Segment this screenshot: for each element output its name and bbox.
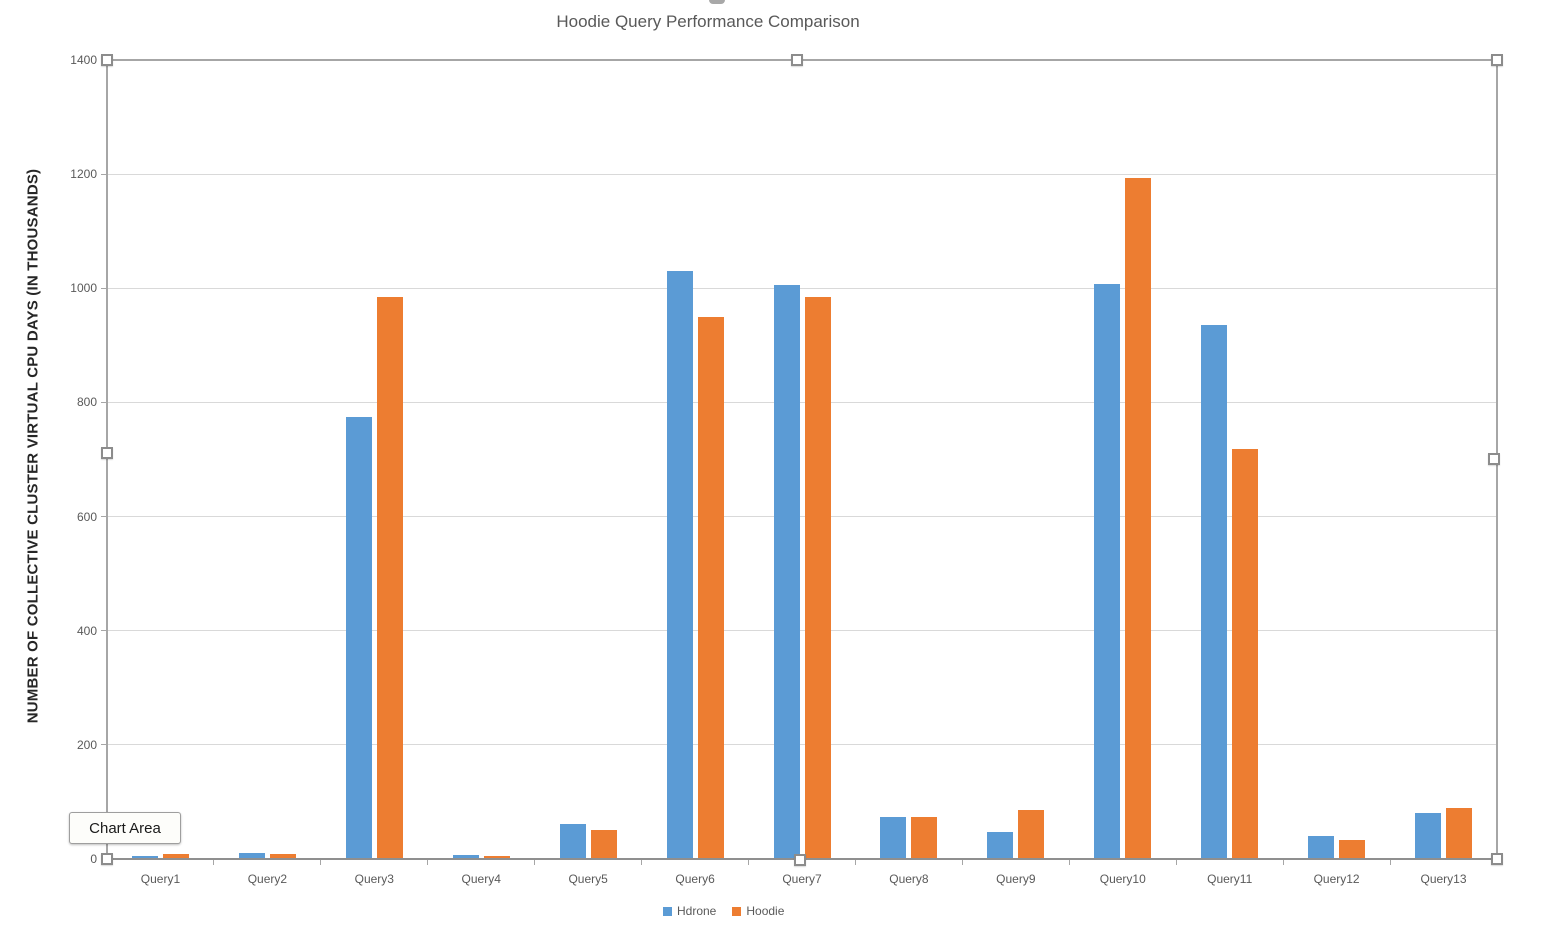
bar-hdrone-query9[interactable]	[987, 831, 1014, 859]
legend-swatch-hoodie	[732, 906, 742, 916]
gridline-1000	[107, 287, 1497, 289]
bar-hoodie-query11[interactable]	[1232, 449, 1259, 859]
chart-title[interactable]: Hoodie Query Performance Comparison	[556, 12, 860, 31]
category-label-query6[interactable]: Query6	[675, 872, 715, 886]
x-tick-mark-9	[1068, 859, 1070, 865]
legend-label-hoodie: Hoodie	[746, 904, 785, 918]
y-tick-label-200: 200	[76, 737, 97, 752]
x-tick-mark-11	[1282, 859, 1284, 865]
category-label-query3[interactable]: Query3	[354, 872, 394, 886]
bar-hdrone-query13[interactable]	[1415, 813, 1442, 859]
legend: Hdrone Hoodie	[663, 904, 784, 918]
selection-border-left	[106, 59, 108, 860]
selection-handle-bottom-right[interactable]	[1491, 853, 1503, 865]
selection-handle-middle-right[interactable]	[1488, 453, 1500, 465]
y-tick-label-1000: 1000	[70, 281, 97, 296]
bar-hoodie-query9[interactable]	[1018, 810, 1045, 859]
y-tick-mark-200	[101, 744, 107, 746]
bar-hoodie-query1[interactable]	[162, 853, 189, 859]
y-tick-label-0: 0	[90, 852, 97, 866]
gridline-800	[107, 401, 1497, 403]
y-tick-mark-1000	[101, 287, 107, 289]
category-label-query4[interactable]: Query4	[461, 872, 501, 886]
bar-hdrone-query6[interactable]	[666, 271, 693, 859]
bar-hoodie-query4[interactable]	[483, 855, 510, 859]
clipped-ui-artifact	[709, 0, 725, 4]
selection-handle-top-middle[interactable]	[791, 54, 803, 66]
bar-hdrone-query7[interactable]	[773, 285, 800, 859]
gridline-400	[107, 630, 1497, 632]
category-label-query13[interactable]: Query13	[1420, 872, 1467, 886]
y-tick-mark-800	[101, 401, 107, 403]
x-tick-mark-8	[961, 859, 963, 865]
legend-item-hoodie[interactable]: Hoodie	[732, 904, 784, 918]
selection-handle-bottom-left[interactable]	[101, 853, 113, 865]
selection-handle-middle-left[interactable]	[101, 447, 113, 459]
category-label-query9[interactable]: Query9	[996, 872, 1036, 886]
selection-handle-top-left[interactable]	[101, 54, 113, 66]
y-tick-label-1200: 1200	[70, 167, 97, 182]
bar-hoodie-query3[interactable]	[376, 296, 403, 859]
bar-hdrone-query11[interactable]	[1201, 325, 1228, 859]
bar-hdrone-query5[interactable]	[559, 823, 586, 859]
bar-hdrone-query3[interactable]	[345, 416, 372, 859]
bar-hoodie-query2[interactable]	[269, 853, 296, 859]
y-tick-label-400: 400	[76, 623, 97, 638]
bar-hoodie-query13[interactable]	[1446, 808, 1473, 859]
category-label-query5[interactable]: Query5	[568, 872, 608, 886]
x-tick-mark-5	[641, 859, 643, 865]
x-tick-mark-10	[1175, 859, 1177, 865]
chart-area-tooltip: Chart Area	[69, 812, 181, 844]
bar-hdrone-query1[interactable]	[131, 856, 158, 859]
y-tick-label-600: 600	[76, 509, 97, 524]
y-tick-mark-600	[101, 516, 107, 518]
x-tick-mark-2	[320, 859, 322, 865]
category-label-query10[interactable]: Query10	[1099, 872, 1146, 886]
selection-handle-bottom-middle[interactable]	[794, 854, 806, 866]
y-axis-title[interactable]: NUMBER OF COLLECTIVE CLUSTER VIRTUAL CPU…	[24, 168, 42, 724]
gridline-200	[107, 744, 1497, 746]
bar-hdrone-query2[interactable]	[238, 853, 265, 859]
legend-label-hdrone: Hdrone	[677, 904, 717, 918]
bar-hoodie-query8[interactable]	[911, 817, 938, 859]
bar-hoodie-query12[interactable]	[1339, 839, 1366, 859]
x-tick-mark-3	[427, 859, 429, 865]
category-label-query12[interactable]: Query12	[1313, 872, 1360, 886]
category-label-query8[interactable]: Query8	[889, 872, 929, 886]
category-label-query2[interactable]: Query2	[247, 872, 288, 886]
bar-hdrone-query8[interactable]	[880, 817, 907, 859]
bar-hoodie-query6[interactable]	[697, 316, 724, 859]
bar-hdrone-query4[interactable]	[452, 855, 479, 859]
gridline-600	[107, 516, 1497, 518]
x-tick-mark-1	[213, 859, 215, 865]
bar-hdrone-query12[interactable]	[1308, 835, 1335, 859]
y-tick-label-1400: 1400	[70, 53, 97, 67]
y-tick-mark-1200	[101, 173, 107, 175]
bar-hoodie-query10[interactable]	[1125, 178, 1152, 859]
legend-swatch-hdrone	[663, 906, 672, 916]
y-tick-mark-400	[101, 630, 107, 632]
gridline-1200	[107, 173, 1497, 175]
x-tick-mark-7	[854, 859, 856, 865]
category-label-query1[interactable]: Query1	[140, 872, 181, 886]
legend-item-hdrone[interactable]: Hdrone	[663, 904, 716, 918]
bar-hoodie-query5[interactable]	[590, 830, 617, 859]
x-tick-mark-12	[1389, 859, 1391, 865]
bar-hoodie-query7[interactable]	[804, 296, 831, 859]
bar-hdrone-query10[interactable]	[1094, 283, 1121, 859]
x-tick-mark-4	[534, 859, 536, 865]
selection-handle-top-right[interactable]	[1491, 54, 1503, 66]
category-label-query7[interactable]: Query7	[782, 872, 822, 886]
y-tick-label-800: 800	[76, 395, 97, 410]
category-label-query11[interactable]: Query11	[1207, 872, 1253, 886]
x-tick-mark-6	[748, 859, 750, 865]
